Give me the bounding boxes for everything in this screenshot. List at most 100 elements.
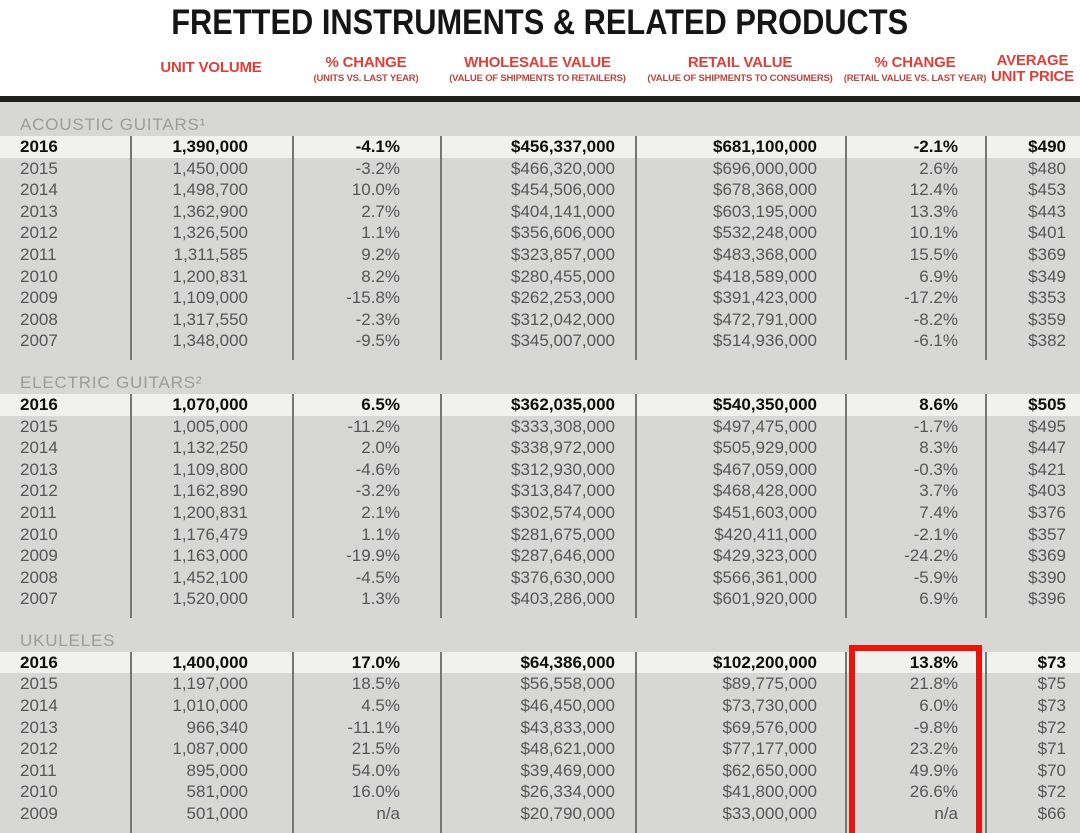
value-cell: $77,177,000 (635, 738, 845, 760)
value-cell: $601,920,000 (635, 588, 845, 610)
value-cell: $73 (985, 651, 1080, 674)
table-row: 2010 1,200,831 8.2% $280,455,000 $418,589,00… (0, 265, 1080, 288)
value-cell: -9.8% (845, 716, 985, 739)
value-cell: 49.9% (845, 759, 985, 782)
header-divider-bar (0, 96, 1080, 102)
value-cell: 1,176,479 (130, 523, 292, 546)
value-cell: 1.1% (292, 222, 440, 244)
value-cell: 6.9% (845, 588, 985, 610)
value-cell: $262,253,000 (440, 287, 635, 309)
column-header-label: UNIT VOLUME (160, 59, 262, 76)
value-cell: $353 (985, 287, 1080, 309)
value-cell: $89,775,000 (635, 673, 845, 696)
value-cell: $71 (985, 738, 1080, 760)
table-row: 2016 1,390,000 -4.1% $456,337,000 $681,100,0… (0, 136, 1080, 158)
value-cell: $421 (985, 458, 1080, 481)
value-cell: -3.2% (292, 157, 440, 180)
year-cell: 2016 (20, 652, 58, 672)
column-header-sub: (RETAIL VALUE VS. LAST YEAR) (843, 72, 987, 84)
value-cell: $681,100,000 (635, 136, 845, 158)
value-cell: $338,972,000 (440, 437, 635, 459)
year-cell: 2014 (20, 438, 58, 458)
divider-extension-cell (985, 351, 1080, 360)
value-cell: $72 (985, 716, 1080, 739)
value-cell: 7.4% (845, 501, 985, 524)
value-cell: $390 (985, 566, 1080, 589)
section-label: ACOUSTIC GUITARS¹ (20, 115, 207, 134)
year-cell: 2008 (20, 567, 58, 587)
value-cell: 966,340 (130, 716, 292, 739)
year-cell: 2010 (20, 782, 58, 802)
value-cell: -17.2% (845, 287, 985, 309)
value-cell: 1,362,900 (130, 200, 292, 223)
year-cell: 2015 (20, 158, 58, 178)
value-cell: $376,630,000 (440, 566, 635, 589)
value-cell: $396 (985, 588, 1080, 610)
value-cell: 2.0% (292, 437, 440, 459)
value-cell: $313,847,000 (440, 480, 635, 502)
value-cell: $532,248,000 (635, 222, 845, 244)
divider-extension-cell (292, 824, 440, 833)
value-cell: $75 (985, 673, 1080, 696)
value-cell: $26,334,000 (440, 781, 635, 804)
value-cell: 1,109,000 (130, 287, 292, 309)
value-cell: $514,936,000 (635, 330, 845, 352)
value-cell: 16.0% (292, 781, 440, 804)
table-row: 2012 1,326,500 1.1% $356,606,000 $532,248,00… (0, 222, 1080, 244)
value-cell: $429,323,000 (635, 545, 845, 567)
value-cell: $345,007,000 (440, 330, 635, 352)
value-cell: $62,650,000 (635, 759, 845, 782)
value-cell: 26.6% (845, 781, 985, 804)
value-cell: $312,042,000 (440, 308, 635, 331)
value-cell: 895,000 (130, 759, 292, 782)
value-cell: $467,059,000 (635, 458, 845, 481)
value-cell: $401 (985, 222, 1080, 244)
divider-extension-cell (292, 609, 440, 618)
table-row: 2011 1,311,585 9.2% $323,857,000 $483,368,00… (0, 243, 1080, 266)
column-header-label: AVERAGE UNIT PRICE (990, 52, 1074, 85)
value-cell: 1,070,000 (130, 393, 292, 416)
divider-extension-cell (292, 351, 440, 360)
table-row: 2013 966,340 -11.1% $43,833,000 $69,576,000-… (0, 716, 1080, 739)
value-cell: $483,368,000 (635, 243, 845, 266)
value-cell: 6.0% (845, 695, 985, 717)
value-cell: 6.5% (292, 393, 440, 416)
table-row: 2012 1,162,890 -3.2% $313,847,000 $468,428,0… (0, 480, 1080, 502)
value-cell: $48,621,000 (440, 738, 635, 760)
value-cell: -4.1% (292, 136, 440, 158)
column-header-label: % CHANGE (325, 53, 407, 71)
value-cell: 1,520,000 (130, 588, 292, 610)
value-cell: 501,000 (130, 803, 292, 825)
value-cell: 10.1% (845, 222, 985, 244)
value-cell: $418,589,000 (635, 265, 845, 288)
value-cell: 1,326,500 (130, 222, 292, 244)
column-header-sub: (VALUE OF SHIPMENTS TO CONSUMERS) (647, 72, 833, 84)
value-cell: 18.5% (292, 673, 440, 696)
column-header-sub: (UNITS VS. LAST YEAR) (313, 72, 419, 84)
value-cell: $505,929,000 (635, 437, 845, 459)
value-cell: 8.6% (845, 393, 985, 416)
value-cell: 2.1% (292, 501, 440, 524)
table-row: 2011 895,000 54.0% $39,469,000 $62,650,000 49… (0, 759, 1080, 782)
value-cell: 1,109,800 (130, 458, 292, 481)
table-row: 2015 1,197,000 18.5% $56,558,000 $89,775,000… (0, 673, 1080, 696)
value-cell: -3.2% (292, 480, 440, 502)
value-cell: $281,675,000 (440, 523, 635, 546)
value-cell: 1,390,000 (130, 136, 292, 158)
table-row: 2014 1,010,000 4.5% $46,450,000 $73,730,000 6… (0, 695, 1080, 717)
divider-extension-cell (845, 351, 985, 360)
value-cell: $357 (985, 523, 1080, 546)
divider-extension (0, 351, 1080, 360)
value-cell: $356,606,000 (440, 222, 635, 244)
value-cell: -2.1% (845, 136, 985, 158)
value-cell: 12.4% (845, 179, 985, 201)
value-cell: 1,200,831 (130, 501, 292, 524)
year-cell: 2013 (20, 459, 58, 479)
column-header-label: WHOLESALE VALUE (464, 53, 611, 71)
table-row: 2009 501,000 n/a $20,790,000 $33,000,000 n/a $… (0, 803, 1080, 825)
table-row: 2010 1,176,479 1.1% $281,675,000 $420,411,00… (0, 523, 1080, 546)
section-label: UKULELES (20, 630, 116, 650)
value-cell: $362,035,000 (440, 393, 635, 416)
year-cell: 2015 (20, 674, 58, 694)
value-cell: n/a (845, 803, 985, 825)
